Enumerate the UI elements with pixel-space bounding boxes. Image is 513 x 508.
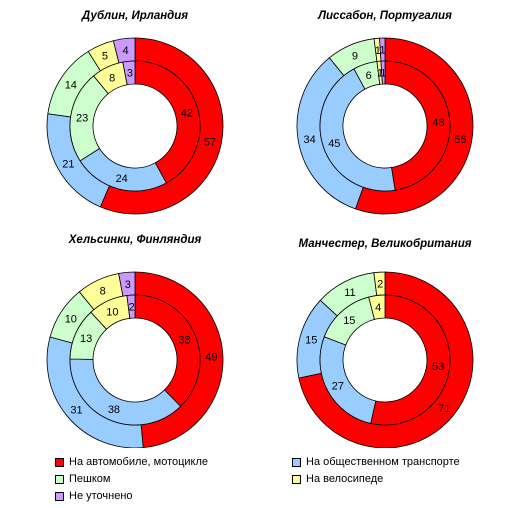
outer-label-bike: 8 <box>100 286 106 298</box>
outer-label-walk: 11 <box>344 287 355 299</box>
inner-label-walk: 6 <box>366 70 372 82</box>
outer-label-bike: 5 <box>102 51 108 63</box>
inner-slice-unknown <box>122 60 136 86</box>
inner-label-car: 42 <box>181 108 193 120</box>
inner-label-walk: 23 <box>76 113 88 125</box>
outer-label-public: 34 <box>303 134 315 146</box>
legend-label-walk: Пешком <box>69 473 111 485</box>
outer-label-walk: 9 <box>352 51 358 63</box>
inner-slice-car <box>384 60 451 191</box>
outer-label-public: 31 <box>70 404 82 416</box>
inner-label-unknown: 1 <box>380 68 386 80</box>
outer-label-unknown: 3 <box>125 279 131 291</box>
inner-slice-unknown <box>126 294 136 319</box>
outer-label-car: 57 <box>204 136 216 148</box>
legend-swatch-public <box>292 457 301 467</box>
inner-label-bike: 1 <box>377 68 383 80</box>
outer-label-unknown: 1 <box>380 45 386 57</box>
legend: На автомобиле, мотоцикле На общественном… <box>0 448 513 508</box>
legend-swatch-bike <box>292 474 301 484</box>
donut-chart-1: Дублин, Ирландия 57 21 14 5 4 42 24 23 8 3 <box>46 10 224 215</box>
inner-slice-bike <box>368 294 386 320</box>
inner-label-public: 27 <box>332 380 344 392</box>
outer-label-car: 56 <box>454 134 466 146</box>
outer-label-car: 49 <box>205 351 217 363</box>
inner-label-car: 48 <box>432 117 444 129</box>
legend-item-car: На автомобиле, мотоцикле <box>55 456 208 468</box>
legend-item-public: На общественном транспорте <box>292 456 460 468</box>
inner-label-bike: 10 <box>106 306 118 318</box>
inner-label-bike: 8 <box>109 73 115 85</box>
inner-label-public: 45 <box>328 138 340 150</box>
inner-slice-car <box>134 60 201 184</box>
legend-label-public: На общественном транспорте <box>306 456 460 468</box>
chart-title: Дублин, Ирландия <box>81 10 188 22</box>
legend-swatch-car <box>55 457 64 467</box>
inner-slice-car <box>370 294 451 426</box>
inner-label-unknown: 3 <box>127 68 133 80</box>
inner-label-walk: 15 <box>343 315 355 327</box>
legend-label-car: На автомобиле, мотоцикле <box>69 456 209 468</box>
inner-label-bike: 4 <box>375 302 381 314</box>
outer-label-public: 21 <box>62 159 74 171</box>
chart-title: Лиссабон, Португалия <box>317 10 452 22</box>
outer-label-bike: 1 <box>375 45 381 57</box>
inner-label-car: 53 <box>432 361 444 373</box>
legend-item-unknown: Не уточнено <box>55 490 133 502</box>
outer-label-walk: 14 <box>65 79 77 91</box>
inner-label-public: 24 <box>116 173 128 185</box>
inner-label-public: 38 <box>108 404 120 416</box>
donut-chart-4: Манчестер, Великобритания 71 15 11 2 53 27 15 4 <box>296 238 474 448</box>
legend-item-bike: На велосипеде <box>292 473 383 485</box>
outer-label-public: 15 <box>305 335 317 347</box>
legend-swatch-unknown <box>55 491 64 501</box>
outer-label-bike: 2 <box>377 279 383 291</box>
outer-label-unknown: 4 <box>122 45 128 57</box>
legend-swatch-walk <box>55 474 64 484</box>
outer-label-walk: 10 <box>65 313 77 325</box>
inner-label-car: 38 <box>178 335 190 347</box>
chart-title: Манчестер, Великобритания <box>299 238 472 250</box>
inner-label-walk: 13 <box>80 333 92 345</box>
inner-label-unknown: 2 <box>129 302 135 314</box>
inner-slice-unknown <box>380 60 386 85</box>
outer-label-car: 71 <box>438 403 450 415</box>
legend-label-unknown: Не уточнено <box>69 490 133 502</box>
legend-item-walk: Пешком <box>55 473 110 485</box>
legend-label-bike: На велосипеде <box>306 473 384 485</box>
inner-slice-public <box>319 68 396 192</box>
chart-title: Хельсинки, Финляндия <box>68 234 202 246</box>
